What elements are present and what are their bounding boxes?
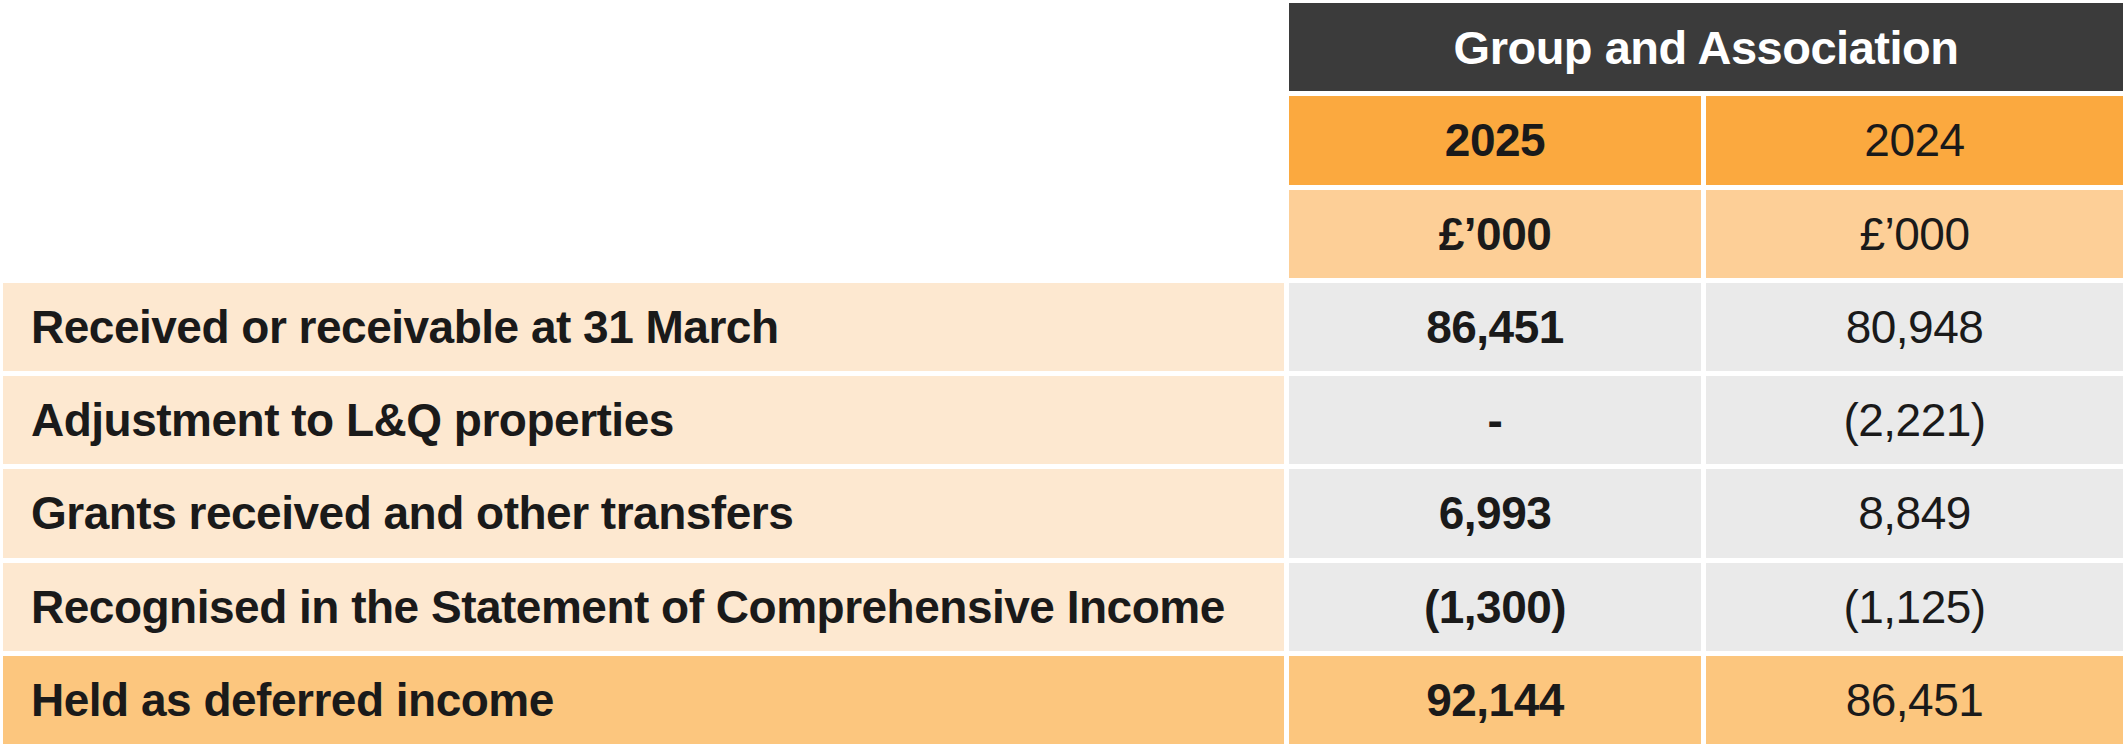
empty-cell xyxy=(3,96,1284,184)
value-2024-held-as-deferred-income: 86,451 xyxy=(1706,656,2123,744)
column-header-2024: 2024 xyxy=(1706,96,2123,184)
row-label-recognised-comprehensive-income: Recognised in the Statement of Comprehen… xyxy=(3,563,1284,651)
row-label-received-or-receivable: Received or receivable at 31 March xyxy=(3,283,1284,371)
deferred-grant-income-table: Group and Association 2025 2024 £’000 £’… xyxy=(3,3,2126,744)
row-label-grants-received: Grants received and other transfers xyxy=(3,469,1284,557)
value-2024-recognised-comprehensive-income: (1,125) xyxy=(1706,563,2123,651)
unit-header-2024: £’000 xyxy=(1706,190,2123,278)
value-2025-recognised-comprehensive-income: (1,300) xyxy=(1289,563,1701,651)
empty-corner-cell xyxy=(3,3,1284,91)
value-2025-adjustment-lq-properties: - xyxy=(1289,376,1701,464)
column-header-2025: 2025 xyxy=(1289,96,1701,184)
value-2025-received-or-receivable: 86,451 xyxy=(1289,283,1701,371)
value-2025-held-as-deferred-income: 92,144 xyxy=(1289,656,1701,744)
value-2024-received-or-receivable: 80,948 xyxy=(1706,283,2123,371)
table-group-header: Group and Association xyxy=(1289,3,2123,91)
value-2025-grants-received: 6,993 xyxy=(1289,469,1701,557)
unit-header-2025: £’000 xyxy=(1289,190,1701,278)
value-2024-adjustment-lq-properties: (2,221) xyxy=(1706,376,2123,464)
value-2024-grants-received: 8,849 xyxy=(1706,469,2123,557)
empty-cell xyxy=(3,190,1284,278)
financial-statement-page: Group and Association 2025 2024 £’000 £’… xyxy=(0,0,2126,744)
row-label-held-as-deferred-income: Held as deferred income xyxy=(3,656,1284,744)
row-label-adjustment-lq-properties: Adjustment to L&Q properties xyxy=(3,376,1284,464)
group-association-title: Group and Association xyxy=(1454,24,1959,71)
